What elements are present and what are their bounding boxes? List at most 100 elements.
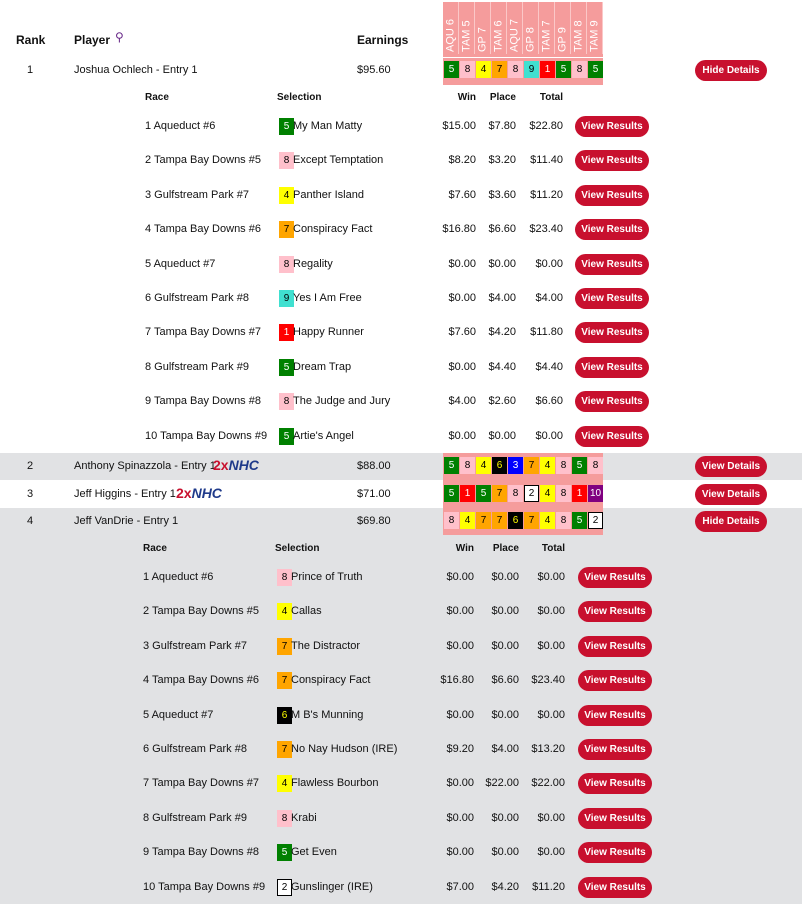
- horse-name: Panther Island: [293, 188, 364, 201]
- saddle-cloth-5: 5: [279, 358, 294, 376]
- view-results-button[interactable]: View Results: [578, 876, 652, 898]
- payout-total: $22.00: [531, 777, 565, 790]
- saddle-cloth-8: 8: [279, 152, 294, 170]
- player-name[interactable]: Anthony Spinazzola - Entry 1: [74, 460, 216, 472]
- race-column-header: AQU 6: [443, 2, 459, 54]
- saddle-cloth-4: 4: [540, 485, 555, 502]
- nhc-badge: 2xNHC: [213, 457, 259, 473]
- saddle-cloth-8: 8: [508, 61, 523, 78]
- view-results-button[interactable]: View Results: [575, 391, 649, 413]
- view-results-button[interactable]: View Results: [578, 567, 652, 588]
- saddle-cloth-7: 7: [476, 512, 491, 529]
- saddle-cloth-3: 3: [508, 457, 523, 474]
- view-results-button[interactable]: View Results: [575, 150, 649, 172]
- payout-win: $16.80: [440, 674, 474, 687]
- view-results-button[interactable]: View Results: [578, 704, 652, 726]
- race-name: 6 Gulfstream Park #8: [145, 292, 249, 304]
- view-results-button[interactable]: View Results: [578, 842, 652, 864]
- saddle-cloth-7: 7: [492, 512, 507, 529]
- view-results-button[interactable]: View Results: [575, 288, 649, 309]
- view-details-button[interactable]: View Details: [695, 484, 767, 505]
- race-name: 9 Tampa Bay Downs #8: [145, 395, 261, 408]
- payout-place: $7.80: [488, 120, 516, 132]
- view-results-button[interactable]: View Results: [578, 773, 652, 795]
- horse-name: Prince of Truth: [291, 571, 363, 583]
- earnings-header: Earnings: [357, 33, 409, 47]
- saddle-cloth-1: 1: [279, 324, 294, 342]
- payout-total: $0.00: [537, 639, 565, 652]
- saddle-cloth-5: 5: [277, 844, 292, 862]
- horse-name: Yes I Am Free: [293, 292, 362, 304]
- view-results-button[interactable]: View Results: [578, 670, 652, 692]
- payout-total: $0.00: [537, 571, 565, 583]
- payout-total: $11.80: [530, 326, 563, 339]
- rank: 2: [27, 460, 34, 472]
- saddle-cloth-4: 4: [540, 512, 555, 529]
- player-name[interactable]: Joshua Ochlech - Entry 1: [74, 64, 198, 76]
- payout-place: $0.00: [491, 708, 519, 721]
- saddle-cloth-1: 1: [572, 485, 587, 502]
- view-results-button[interactable]: View Results: [578, 601, 652, 623]
- payout-total: $0.00: [537, 605, 565, 618]
- payout-place: $0.00: [491, 846, 519, 859]
- saddle-cloth-8: 8: [556, 512, 571, 529]
- payout-win: $7.00: [446, 880, 474, 893]
- detail-header-race: Race: [143, 543, 167, 554]
- payout-place: $0.00: [491, 639, 519, 652]
- saddle-cloth-6: 6: [277, 706, 292, 724]
- view-details-button[interactable]: View Details: [695, 456, 767, 477]
- saddle-cloth-8: 8: [508, 485, 523, 502]
- view-results-button[interactable]: View Results: [575, 219, 649, 241]
- payout-win: $8.20: [448, 154, 476, 167]
- horse-name: Dream Trap: [293, 360, 352, 373]
- horse-name: Artie's Angel: [293, 429, 354, 442]
- player-name[interactable]: Jeff VanDrie - Entry 1: [74, 515, 179, 527]
- earnings: $95.60: [357, 64, 391, 76]
- white-row-band: [0, 480, 802, 508]
- payout-win: $4.00: [448, 395, 476, 408]
- view-results-button[interactable]: View Results: [575, 425, 649, 447]
- view-results-button[interactable]: View Results: [575, 253, 649, 275]
- view-results-button[interactable]: View Results: [575, 356, 649, 378]
- saddle-cloth-9: 9: [279, 290, 294, 307]
- payout-win: $0.00: [448, 292, 476, 304]
- saddle-cloth-2: 2: [588, 512, 603, 529]
- saddle-cloth-8: 8: [588, 457, 603, 474]
- saddle-cloth-5: 5: [279, 118, 294, 135]
- view-results-button[interactable]: View Results: [578, 739, 652, 760]
- race-name: 2 Tampa Bay Downs #5: [145, 154, 261, 167]
- race-column-header: TAM 7: [539, 2, 555, 54]
- saddle-cloth-4: 4: [460, 512, 475, 529]
- detail-header-total: Total: [539, 92, 563, 103]
- horse-name: My Man Matty: [293, 120, 363, 132]
- hide-details-button[interactable]: Hide Details: [695, 60, 767, 81]
- hide-details-button[interactable]: Hide Details: [695, 511, 767, 532]
- payout-total: $4.40: [535, 360, 563, 373]
- race-name: 5 Aqueduct #7: [145, 257, 216, 270]
- horse-name: Get Even: [291, 846, 337, 859]
- view-results-button[interactable]: View Results: [575, 116, 649, 137]
- view-results-button[interactable]: View Results: [575, 184, 649, 206]
- payout-place: $4.00: [491, 743, 519, 755]
- saddle-cloth-8: 8: [572, 61, 587, 78]
- search-icon[interactable]: ⚲: [115, 30, 124, 44]
- saddle-cloth-8: 8: [277, 569, 292, 586]
- saddle-cloth-4: 4: [277, 603, 292, 621]
- detail-header-win: Win: [455, 543, 474, 554]
- payout-place: $4.00: [488, 292, 516, 304]
- saddle-cloth-8: 8: [279, 393, 294, 411]
- saddle-cloth-5: 5: [444, 457, 459, 474]
- horse-name: Flawless Bourbon: [291, 777, 379, 790]
- badge-2x: 2x: [213, 457, 229, 473]
- view-results-button[interactable]: View Results: [578, 635, 652, 657]
- player-name[interactable]: Jeff Higgins - Entry 1: [74, 488, 176, 500]
- payout-place: $0.00: [488, 429, 516, 442]
- saddle-cloth-8: 8: [444, 512, 459, 529]
- payout-place: $3.60: [488, 188, 516, 201]
- view-results-button[interactable]: View Results: [575, 322, 649, 344]
- race-name: 3 Gulfstream Park #7: [143, 639, 247, 652]
- race-name: 4 Tampa Bay Downs #6: [145, 223, 261, 236]
- race-column-header: TAM 9: [587, 2, 603, 54]
- view-results-button[interactable]: View Results: [578, 807, 652, 829]
- payout-win: $16.80: [442, 223, 476, 236]
